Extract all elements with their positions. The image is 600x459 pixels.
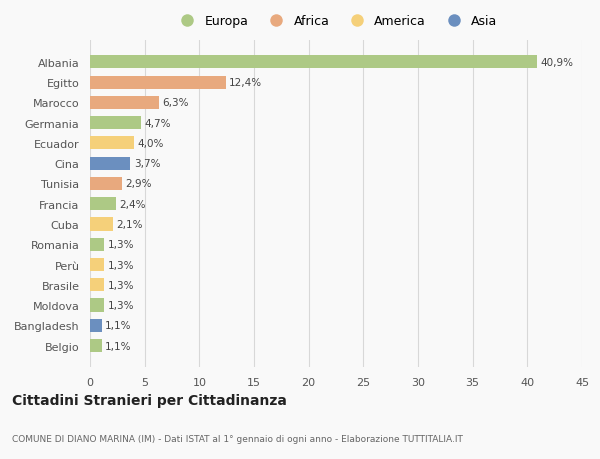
Text: 2,4%: 2,4% xyxy=(119,199,146,209)
Text: COMUNE DI DIANO MARINA (IM) - Dati ISTAT al 1° gennaio di ogni anno - Elaborazio: COMUNE DI DIANO MARINA (IM) - Dati ISTAT… xyxy=(12,434,463,442)
Text: 1,3%: 1,3% xyxy=(107,300,134,310)
Text: 4,7%: 4,7% xyxy=(145,118,171,129)
Text: 40,9%: 40,9% xyxy=(541,58,574,67)
Bar xyxy=(90,56,537,69)
Legend: Europa, Africa, America, Asia: Europa, Africa, America, Asia xyxy=(175,15,497,28)
Text: 4,0%: 4,0% xyxy=(137,139,163,149)
Bar xyxy=(90,319,102,332)
Bar xyxy=(90,117,142,130)
Bar xyxy=(90,339,102,353)
Bar xyxy=(90,238,104,251)
Text: 12,4%: 12,4% xyxy=(229,78,262,88)
Text: 1,3%: 1,3% xyxy=(107,240,134,250)
Text: 1,3%: 1,3% xyxy=(107,280,134,290)
Text: 2,1%: 2,1% xyxy=(116,219,143,230)
Bar xyxy=(90,157,130,170)
Text: 6,3%: 6,3% xyxy=(162,98,188,108)
Bar xyxy=(90,198,116,211)
Bar xyxy=(90,178,122,190)
Text: Cittadini Stranieri per Cittadinanza: Cittadini Stranieri per Cittadinanza xyxy=(12,393,287,407)
Bar xyxy=(90,258,104,271)
Text: 1,1%: 1,1% xyxy=(106,341,132,351)
Bar xyxy=(90,76,226,90)
Bar xyxy=(90,299,104,312)
Text: 3,7%: 3,7% xyxy=(134,159,160,169)
Bar xyxy=(90,218,113,231)
Bar xyxy=(90,279,104,292)
Bar xyxy=(90,96,159,110)
Text: 2,9%: 2,9% xyxy=(125,179,151,189)
Text: 1,3%: 1,3% xyxy=(107,260,134,270)
Text: 1,1%: 1,1% xyxy=(106,320,132,330)
Bar xyxy=(90,137,134,150)
